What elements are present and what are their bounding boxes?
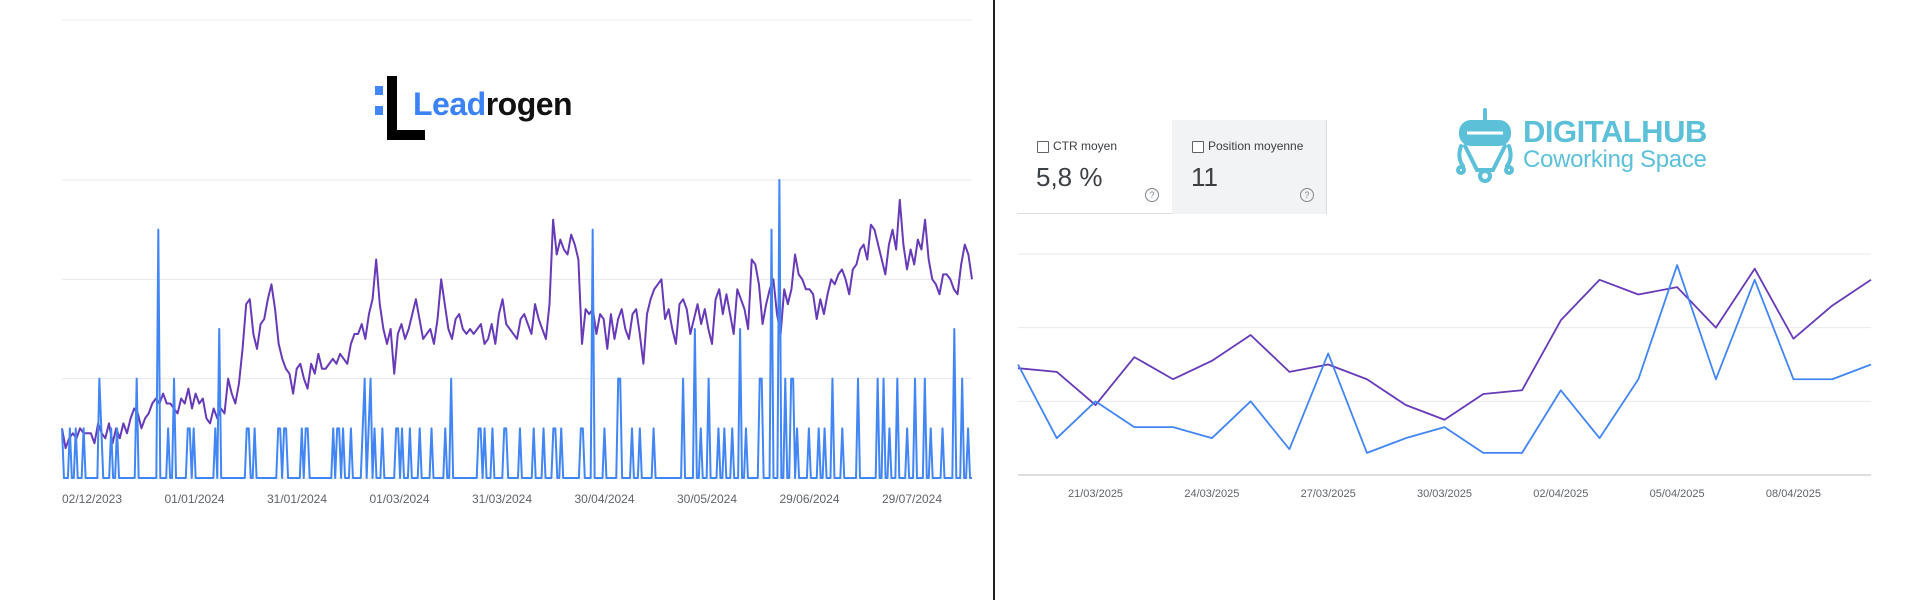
metric-card-position[interactable]: Position moyenne 11 ?: [1172, 120, 1327, 214]
position-value: 11: [1191, 162, 1218, 192]
x-tick-label: 31/01/2024: [267, 492, 327, 506]
x-tick-label: 31/03/2024: [472, 492, 532, 506]
ctr-value: 5,8 %: [1036, 162, 1103, 192]
digitalhub-subtitle: Coworking Space: [1523, 146, 1707, 173]
digitalhub-panel: [995, 0, 1920, 600]
logo-l-foot: [387, 130, 425, 140]
metric-card-ctr[interactable]: CTR moyen 5,8 % ?: [1017, 120, 1172, 214]
leadrogen-panel: Leadrogen 02/12/2023 01/01/2024 31/01/2024…: [61, 19, 973, 506]
series-line-2: [61, 179, 972, 479]
series-line-1: [61, 198, 973, 450]
position-help-icon[interactable]: ?: [1300, 188, 1314, 202]
logo-word-lead: Lead: [413, 86, 486, 122]
x-tick-label: 02/12/2023: [62, 492, 122, 506]
logo-square-bottom: [375, 106, 383, 115]
x-tick-label: 30/05/2024: [677, 492, 737, 506]
digitalhub-name: DIGITALHUB: [1523, 114, 1707, 149]
leadrogen-performance-chart: 02/12/2023 01/01/2024 31/01/2024 01/03/2024…: [61, 19, 973, 506]
logo-word-rogen: rogen: [485, 86, 573, 122]
x-tick-label: 01/03/2024: [369, 492, 429, 506]
panel-divider: [993, 0, 995, 600]
position-checkbox[interactable]: [1192, 141, 1204, 153]
digitalhub-logo: DIGITALHUB Coworking Space: [1455, 108, 1725, 188]
logo-wordmark: Leadrogen: [413, 86, 573, 122]
position-label: Position moyenne: [1208, 139, 1304, 153]
x-tick-label: 01/01/2024: [164, 492, 224, 506]
logo-square-top: [375, 86, 383, 95]
x-tick-label: 29/07/2024: [882, 492, 942, 506]
leadrogen-logo: Leadrogen: [375, 76, 575, 140]
ctr-checkbox[interactable]: [1037, 141, 1049, 153]
x-tick-label: 30/04/2024: [574, 492, 634, 506]
robot-icon: [1456, 108, 1514, 183]
logo-l-stem: [387, 76, 397, 140]
ctr-label: CTR moyen: [1053, 139, 1118, 153]
ctr-help-icon[interactable]: ?: [1145, 188, 1159, 202]
x-tick-label: 29/06/2024: [779, 492, 839, 506]
